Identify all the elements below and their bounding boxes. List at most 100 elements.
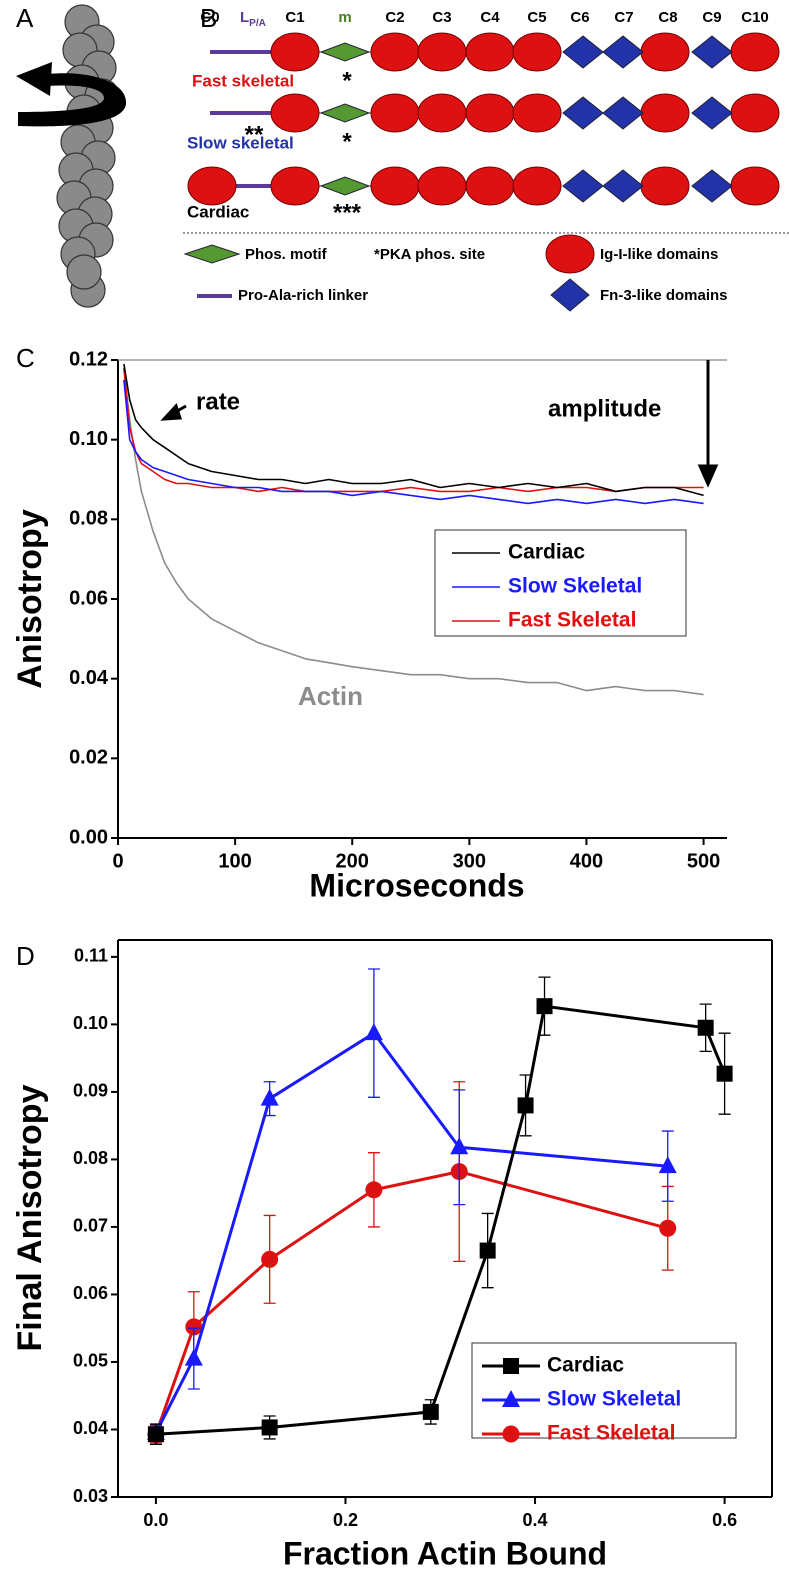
y-tick-label: 0.10: [73, 1013, 108, 1033]
column-label: C10: [741, 9, 769, 26]
column-label-sub: P/A: [249, 18, 266, 29]
marker: [503, 1358, 519, 1374]
ig-domain: [187, 166, 237, 206]
ig-domain: [512, 166, 562, 206]
pka-site: *: [342, 128, 352, 155]
marker: [364, 1023, 383, 1041]
panel-label: A: [16, 3, 34, 33]
phos-motif: [319, 42, 371, 62]
ig-domain: [730, 166, 780, 206]
y-tick-label: 0.02: [69, 747, 108, 769]
legend-label: *PKA phos. site: [374, 246, 485, 263]
x-tick-label: 400: [570, 850, 603, 872]
legend-label: Phos. motif: [245, 246, 328, 263]
marker: [450, 1137, 469, 1155]
marker: [502, 1390, 520, 1407]
series-line: [123, 363, 704, 497]
fn3-domain: [562, 96, 604, 130]
ig-domain: [640, 32, 690, 72]
y-tick-label: 0.10: [69, 428, 108, 450]
ig-domain: [370, 166, 420, 206]
ig-domain: [465, 93, 515, 133]
x-tick-label: 0.2: [333, 1510, 358, 1530]
row-label: Slow skeletal: [187, 133, 294, 152]
y-tick-label: 0.06: [69, 587, 108, 609]
legend-label: Fast Skeletal: [547, 1422, 675, 1445]
fn3-domain: [691, 169, 733, 203]
legend-label: Fn-3-like domains: [600, 287, 728, 304]
ig-domain: [730, 32, 780, 72]
x-axis-title: Microseconds: [309, 867, 524, 903]
marker: [260, 1088, 279, 1106]
ig-domain: [465, 166, 515, 206]
column-label: C4: [480, 9, 500, 26]
amplitude-arrow: [697, 360, 719, 488]
legend-label: Cardiac: [508, 541, 585, 564]
y-tick-label: 0.05: [73, 1351, 108, 1371]
x-tick-label: 0: [112, 850, 123, 872]
legend-label: Pro-Ala-rich linker: [238, 287, 368, 304]
marker: [422, 1403, 439, 1420]
x-tick-label: 200: [336, 850, 369, 872]
marker: [536, 998, 553, 1015]
y-tick-label: 0.04: [69, 667, 109, 689]
marker: [697, 1019, 714, 1036]
y-tick-label: 0.11: [74, 946, 108, 966]
marker: [261, 1419, 278, 1436]
y-axis-title: Anisotropy: [11, 509, 49, 689]
series-line: [123, 367, 704, 696]
pka-site: **: [245, 121, 264, 148]
fn3-domain: [562, 35, 604, 69]
fn3-domain: [602, 169, 644, 203]
panel-label: D: [16, 941, 35, 971]
column-label: C1: [285, 9, 304, 26]
y-tick-label: 0.12: [69, 348, 108, 370]
x-tick-label: 300: [453, 850, 486, 872]
y-tick-label: 0.09: [73, 1081, 108, 1101]
fn3-domain: [691, 96, 733, 130]
column-label: C3: [432, 9, 451, 26]
ig-domain: [417, 93, 467, 133]
ig-domain: [417, 32, 467, 72]
marker: [517, 1097, 534, 1114]
ig-domain: [730, 93, 780, 133]
ig-domain: [370, 93, 420, 133]
row-label: Cardiac: [187, 202, 249, 221]
marker: [147, 1426, 164, 1443]
y-tick-label: 0.00: [69, 826, 108, 848]
phos-motif: [319, 103, 371, 123]
pka-site: ***: [333, 199, 362, 226]
legend-label: Ig-I-like domains: [600, 246, 718, 263]
series-line: [123, 379, 704, 505]
marker: [365, 1181, 383, 1199]
ig-domain: [545, 234, 595, 274]
ig-domain: [465, 32, 515, 72]
legend-label: Fast Skeletal: [508, 609, 636, 632]
ig-domain: [270, 93, 320, 133]
column-label: C5: [527, 9, 546, 26]
column-label: C9: [702, 9, 721, 26]
y-axis-title: Final Anisotropy: [11, 1084, 49, 1351]
marker: [261, 1250, 279, 1268]
ig-domain: [640, 166, 690, 206]
y-tick-label: 0.06: [73, 1283, 108, 1303]
fn3-domain: [691, 35, 733, 69]
legend-box: [434, 529, 687, 637]
panel-label: B: [200, 3, 217, 33]
legend-label: Slow Skeletal: [508, 575, 642, 598]
annotation: amplitude: [548, 395, 661, 422]
column-label: C8: [658, 9, 677, 26]
column-label: C7: [614, 9, 633, 26]
y-tick-label: 0.03: [73, 1486, 108, 1506]
y-tick-label: 0.07: [73, 1216, 108, 1236]
actin-filament: [56, 4, 120, 308]
rotation-arrow: [16, 62, 127, 127]
marker: [184, 1348, 203, 1366]
panel-label: C: [16, 343, 35, 373]
fn3-domain: [602, 35, 644, 69]
x-tick-label: 0.6: [712, 1510, 737, 1530]
x-tick-label: 0.4: [523, 1510, 548, 1530]
marker: [658, 1156, 677, 1174]
